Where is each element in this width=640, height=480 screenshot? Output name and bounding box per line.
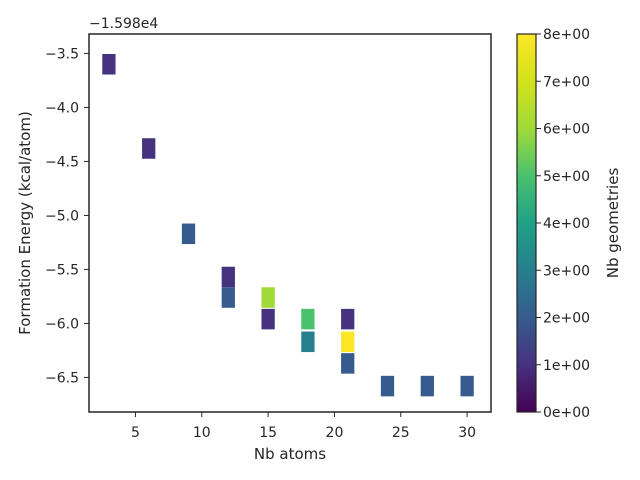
heatmap-cell [221,266,235,288]
y-tick-label: −5.5 [45,262,79,278]
heatmap-cell [301,331,315,353]
y-axis-label: Formation Energy (kcal/atom) [16,111,34,335]
y-tick-label: −3.5 [45,46,79,62]
x-axis: 5 10 15 20 25 30 [131,412,476,441]
colorbar-tick-label: 3e+00 [543,263,590,279]
colorbar-tick-label: 7e+00 [543,74,590,90]
y-tick-label: −4.0 [45,100,79,116]
x-tick-label: 5 [131,425,140,441]
y-tick-label: −6.0 [45,316,79,332]
heatmap-cell [221,287,235,308]
heatmap-cell [341,331,355,353]
colorbar-tick-label: 1e+00 [543,358,590,374]
x-tick-label: 25 [392,425,410,441]
heatmap-cell [102,53,116,75]
heatmap-cell [341,353,355,374]
colorbar-tick-label: 5e+00 [543,169,590,185]
y-tick-label: −6.5 [45,370,79,386]
colorbar-tick-label: 4e+00 [543,216,590,232]
y-tick-label: −5.0 [45,208,79,224]
x-tick-label: 10 [193,425,211,441]
plot-frame [88,33,492,413]
heatmap-cells [102,53,474,397]
heatmap-cell [142,138,156,159]
heatmap-cell [420,375,434,397]
heatmap-cell [301,308,315,330]
heatmap-cell [341,308,355,330]
y-offset-text: −1.598e4 [89,16,158,32]
y-tick-label: −4.5 [45,154,79,170]
colorbar-tick-label: 0e+00 [543,405,590,421]
colorbar-tick-label: 8e+00 [543,27,590,43]
y-axis: −3.5 −4.0 −4.5 −5.0 −5.5 −6.0 −6.5 [45,46,89,386]
colorbar-ticks: 0e+00 1e+00 2e+00 3e+00 4e+00 5e+00 6e+00 7e+00… [536,27,590,421]
colorbar-tick-label: 6e+00 [543,122,590,138]
x-tick-label: 15 [259,425,277,441]
heatmap-cell [261,287,275,308]
colorbar-label: Nb geometries [604,168,622,279]
colorbar [516,33,537,413]
heatmap-cell [181,223,196,245]
colorbar-tick-label: 2e+00 [543,311,590,327]
x-axis-label: Nb atoms [254,445,326,463]
heatmap-cell [460,375,474,397]
heatmap-cell [380,375,395,397]
x-tick-label: 20 [326,425,344,441]
heatmap-cell [261,308,275,330]
x-tick-label: 30 [458,425,476,441]
